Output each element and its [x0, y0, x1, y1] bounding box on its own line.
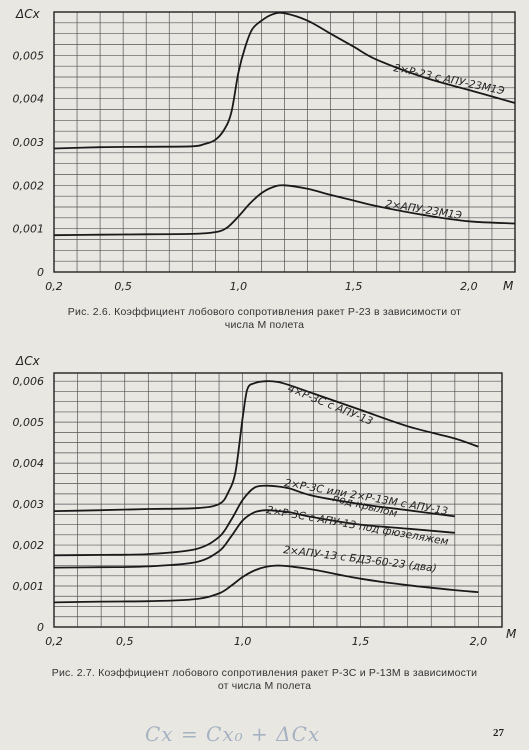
x-tick-label: 0,2 — [45, 280, 63, 293]
series-line — [53, 11, 516, 150]
x-axis-label: M — [506, 627, 517, 641]
y-tick-label: 0,003 — [13, 136, 45, 149]
chart-fig-2-7: 0 0,001 0,002 0,003 0,004 0,005 0,006 0,2 0,5 1,0… — [13, 354, 518, 648]
y-axis-label: ΔCx — [15, 354, 41, 368]
y-axis-label: ΔCx — [15, 7, 41, 21]
series-annotation: 2×АПУ-23М1Э — [385, 198, 464, 222]
y-tick-label: 0,006 — [13, 375, 45, 388]
x-tick-label: 1,0 — [234, 635, 252, 648]
grid — [53, 11, 516, 273]
series-line — [53, 184, 516, 237]
plot-frame — [53, 372, 503, 628]
y-tick-label: 0,004 — [13, 457, 45, 470]
y-tick-label: 0,002 — [13, 179, 45, 192]
series-line — [53, 509, 455, 569]
handwritten-formula: Cx = Cx₀ + ΔCx — [145, 722, 321, 746]
series-line — [53, 484, 455, 557]
y-tick-label: 0,001 — [13, 580, 45, 593]
y-tick-label: 0,004 — [13, 93, 45, 106]
series-annotation: 2×АПУ-13 с БДЗ-60-23 (два) — [283, 544, 438, 575]
plot-frame — [53, 11, 516, 273]
y-tick-label: 0,002 — [13, 539, 45, 552]
series-annotation: 4×Р-3С с АПУ-13 — [286, 383, 375, 428]
x-tick-label: 0,5 — [116, 635, 134, 648]
y-tick-label: 0 — [37, 621, 44, 634]
series-annotation: 2×Р-23 с АПУ-23М1Э — [392, 62, 506, 97]
x-tick-label: 0,5 — [114, 280, 132, 293]
y-tick-label: 0,001 — [13, 223, 45, 236]
caption-line: Рис. 2.7. Коэффициент лобового сопротивл… — [51, 667, 478, 679]
caption-line: Рис. 2.6. Коэффициент лобового сопротивл… — [67, 306, 462, 318]
series-line — [53, 380, 479, 512]
x-tick-label: 1,5 — [345, 280, 363, 293]
caption-line: от числа М полета — [217, 680, 312, 692]
x-tick-label: 1,0 — [230, 280, 248, 293]
series-line — [53, 564, 479, 604]
caption-line: числа М полета — [224, 319, 305, 331]
y-tick-label: 0,005 — [13, 49, 45, 62]
x-tick-label: 2,0 — [470, 635, 488, 648]
x-axis-label: M — [503, 279, 514, 293]
figure-2-7-caption: Рис. 2.7. Коэффициент лобового сопротивл… — [10, 667, 519, 693]
y-tick-label: 0,005 — [13, 416, 45, 429]
x-tick-label: 2,0 — [460, 280, 478, 293]
chart-fig-2-6: 0 0,001 0,002 0,003 0,004 0,005 0,2 0,5 1,0 1,5 2,… — [13, 7, 516, 293]
y-tick-label: 0,003 — [13, 498, 45, 511]
y-tick-label: 0 — [37, 266, 44, 279]
x-tick-label: 0,2 — [45, 635, 63, 648]
figure-2-6-caption: Рис. 2.6. Коэффициент лобового сопротивл… — [10, 306, 519, 332]
x-tick-label: 1,5 — [352, 635, 370, 648]
page-number: 27 — [493, 727, 504, 739]
